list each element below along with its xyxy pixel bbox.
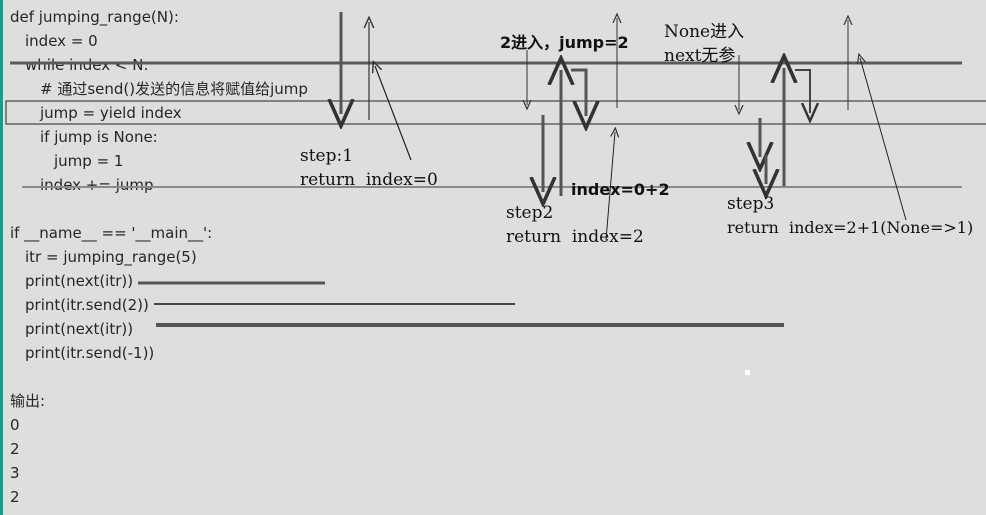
code-line-while: while index < N: xyxy=(25,56,149,74)
step1-label: step:1 xyxy=(300,146,354,166)
next-no-arg-label: next无参 xyxy=(664,46,736,66)
output-value: 2 xyxy=(10,440,20,458)
code-line-print-send-2: print(itr.send(2)) xyxy=(25,296,149,314)
step1-return: return index=0 xyxy=(300,170,438,190)
code-line-print-send-neg: print(itr.send(-1)) xyxy=(25,344,155,362)
step3-return: return index=2+1(None=>1) xyxy=(727,218,974,237)
code-line-index-init: index = 0 xyxy=(25,32,98,50)
code-line-comment: # 通过send()发送的信息将赋值给jump xyxy=(40,80,308,98)
code-line-index-add: index += jump xyxy=(40,176,154,194)
code-line-yield: jump = yield index xyxy=(40,104,182,122)
code-line-print-next-1: print(next(itr)) xyxy=(25,272,134,290)
send2-label: 2进入，jump=2 xyxy=(500,33,629,52)
none-in-label: None进入 xyxy=(664,22,745,42)
stray-white-dot xyxy=(745,370,750,375)
code-line-def: def jumping_range(N): xyxy=(10,8,179,26)
step3-label: step3 xyxy=(727,194,775,214)
output-value: 0 xyxy=(10,416,20,434)
output-value: 3 xyxy=(10,464,20,482)
step2-label: step2 xyxy=(506,203,554,223)
code-line-itr: itr = jumping_range(5) xyxy=(25,248,197,266)
step2-loop-arrow xyxy=(571,68,586,116)
step3-pointer-arrow xyxy=(860,58,907,221)
output-heading: 输出: xyxy=(10,392,46,410)
code-line-jump-one: jump = 1 xyxy=(54,152,124,170)
index-calc: index=0+2 xyxy=(571,180,670,199)
code-line-if-none: if jump is None: xyxy=(40,128,158,146)
step2-return: return index=2 xyxy=(506,227,644,247)
step3-loop-arrow xyxy=(795,69,810,113)
output-value: 2 xyxy=(10,488,20,506)
code-line-print-next-2: print(next(itr)) xyxy=(25,320,134,338)
step1-pointer-arrow xyxy=(375,66,412,161)
code-line-main: if __name__ == '__main__': xyxy=(10,224,213,242)
window-edge-accent xyxy=(0,0,3,515)
